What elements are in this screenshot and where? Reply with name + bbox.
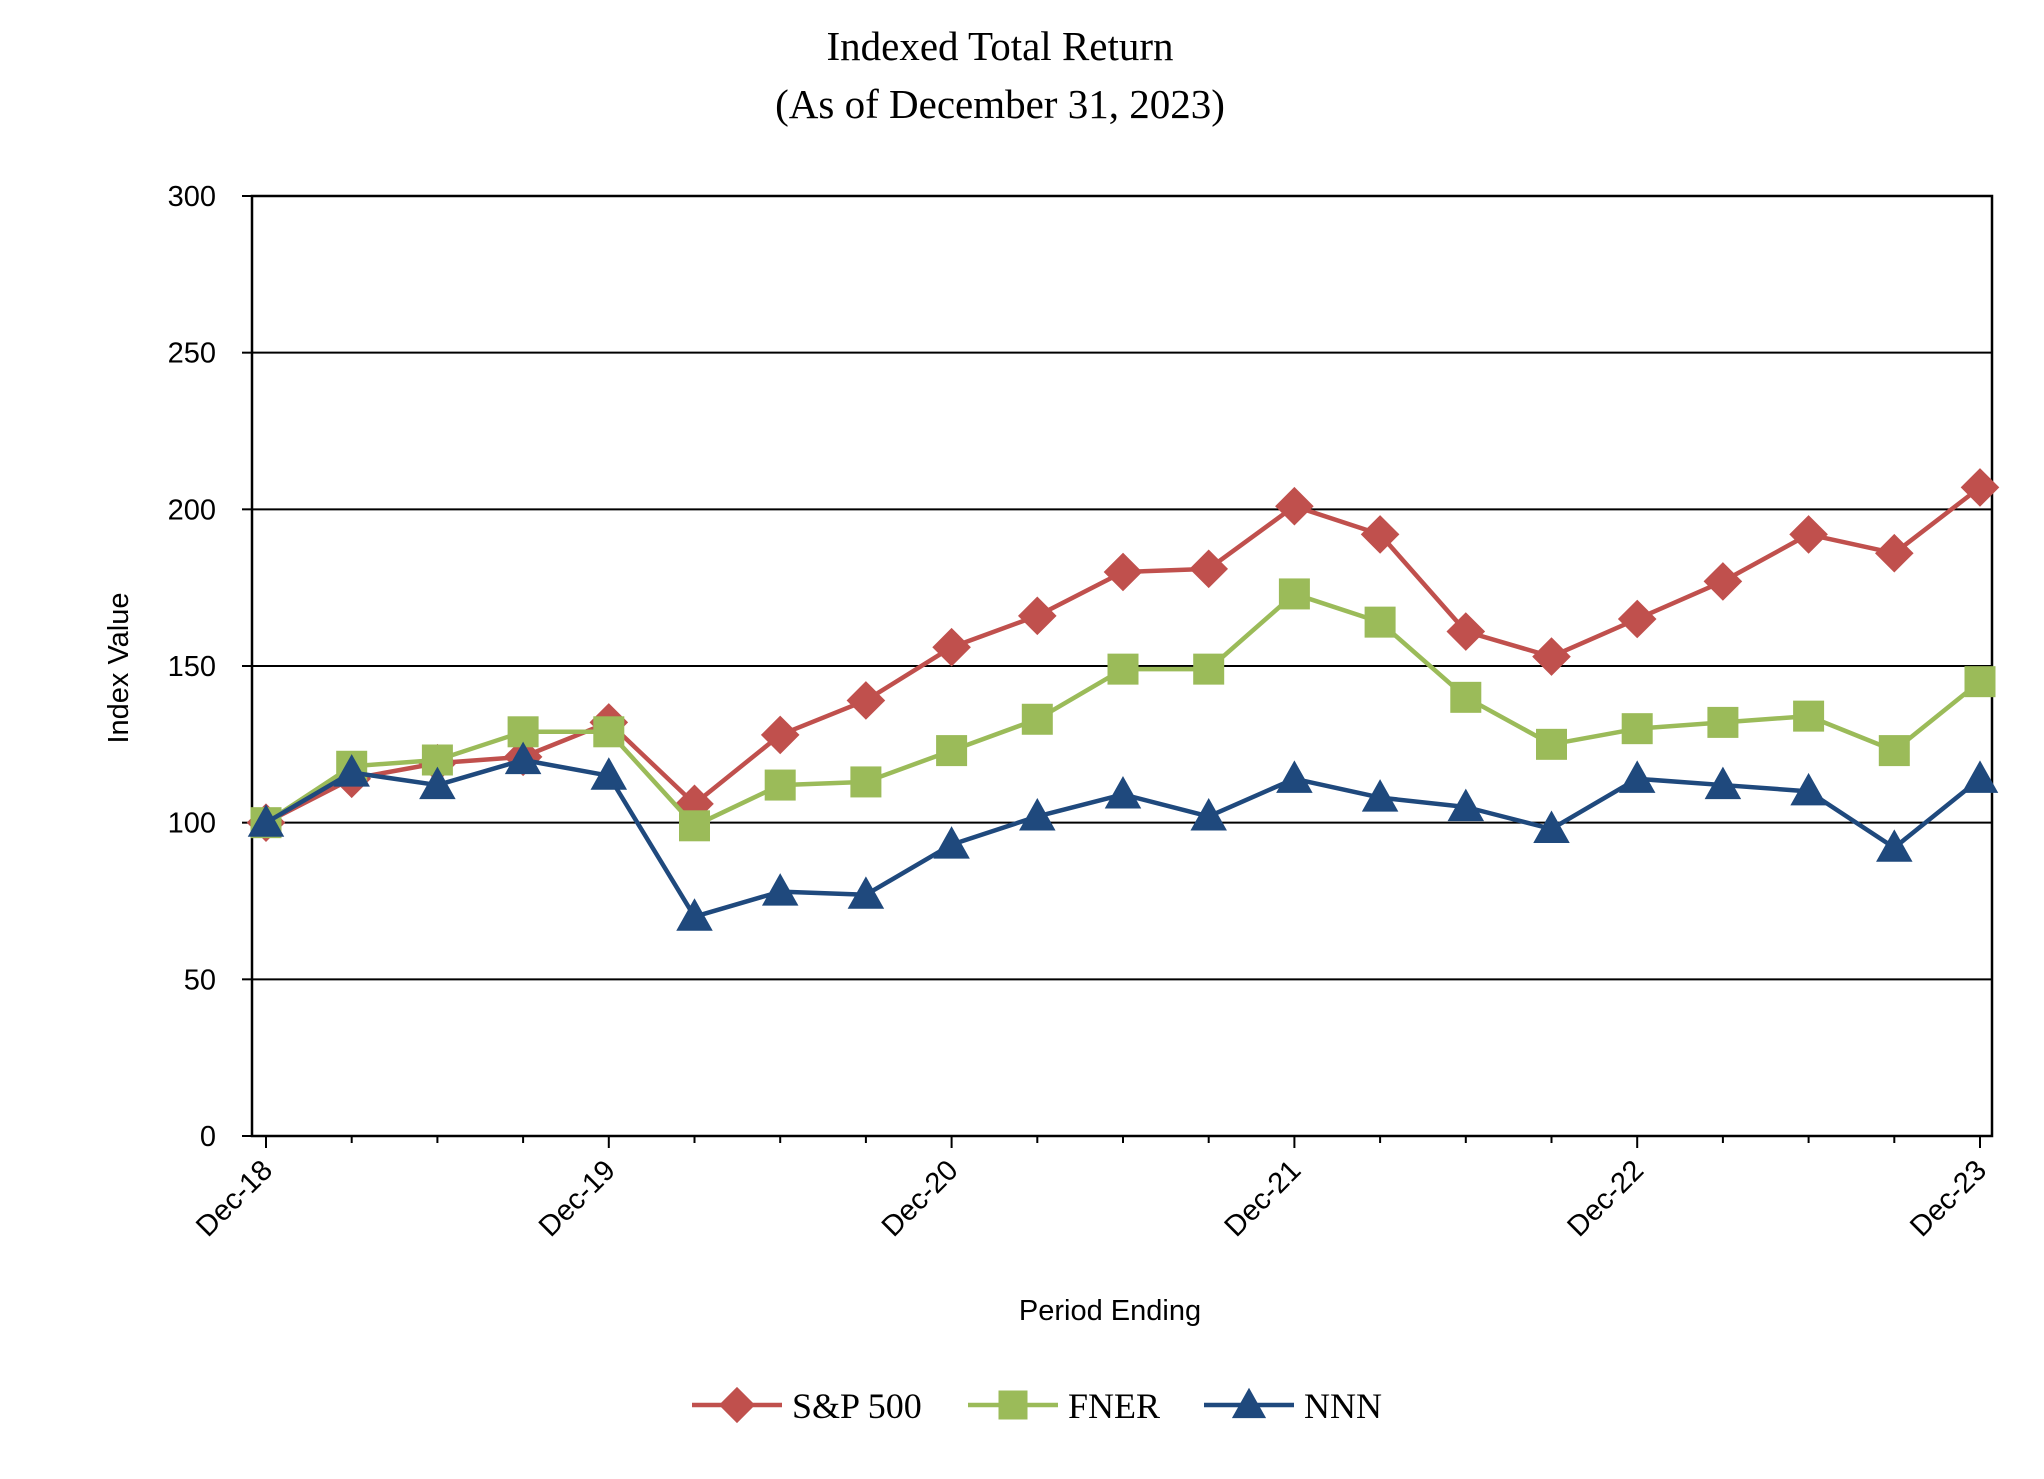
- data-point-s-p-500: [1446, 612, 1486, 651]
- x-tick-label: Dec-19: [533, 1154, 622, 1243]
- legend-label: S&P 500: [792, 1386, 922, 1426]
- data-point-fner: [1278, 578, 1310, 610]
- y-tick-label: 100: [168, 808, 216, 840]
- data-point-fner: [936, 735, 968, 767]
- data-point-fner: [1964, 666, 1996, 698]
- data-point-fner: [593, 716, 625, 748]
- data-point-nnn: [847, 876, 885, 909]
- data-point-fner: [764, 769, 796, 801]
- data-point-s-p-500: [1789, 515, 1828, 554]
- data-point-s-p-500: [1960, 468, 2000, 507]
- legend: S&P 500 FNER NNN: [692, 1386, 1382, 1426]
- data-point-nnn: [419, 766, 456, 800]
- data-point-nnn: [1704, 766, 1742, 800]
- data-point-s-p-500: [1017, 596, 1057, 636]
- data-point-nnn: [504, 741, 542, 775]
- data-point-fner: [1450, 681, 1482, 713]
- plot-area: [250, 194, 1994, 1138]
- data-point-s-p-500: [846, 681, 886, 720]
- data-point-nnn: [590, 757, 628, 790]
- data-point-nnn: [1447, 788, 1485, 822]
- y-tick-label: 0: [200, 1121, 216, 1153]
- data-point-nnn: [333, 754, 370, 787]
- y-tick-label: 300: [168, 181, 216, 213]
- data-point-nnn: [1190, 797, 1227, 831]
- data-point-fner: [1878, 735, 1910, 767]
- x-tick-label: Dec-23: [1904, 1154, 1993, 1243]
- data-point-s-p-500: [1703, 562, 1743, 601]
- series-fner: [250, 578, 1996, 842]
- data-point-nnn: [1961, 760, 1999, 793]
- data-point-nnn: [1019, 797, 1056, 831]
- data-point-nnn: [1276, 760, 1313, 793]
- x-tick-label: Dec-22: [1561, 1154, 1650, 1243]
- chart-title: Indexed Total Return: [826, 23, 1173, 69]
- data-point-fner: [850, 766, 882, 798]
- y-axis-label: Index Value: [103, 592, 135, 743]
- data-point-fner: [421, 744, 453, 776]
- data-point-fner: [1793, 700, 1825, 732]
- data-point-nnn: [676, 898, 713, 931]
- data-point-s-p-500: [1617, 599, 1657, 639]
- x-axis: Dec-18 Dec-19 Dec-20 Dec-21 Dec-22 Dec-23: [190, 1136, 1993, 1243]
- y-tick-label: 50: [184, 964, 216, 996]
- data-point-s-p-500: [1874, 533, 1914, 573]
- y-tick-label: 150: [168, 651, 216, 683]
- series-group: [246, 468, 2000, 931]
- data-point-nnn: [1361, 779, 1399, 812]
- y-tick-label: 200: [168, 494, 216, 526]
- chart-subtitle: (As of December 31, 2023): [775, 81, 1225, 127]
- legend-marker: [998, 1390, 1028, 1420]
- data-point-fner: [1621, 713, 1653, 745]
- data-point-nnn: [933, 826, 970, 859]
- data-point-s-p-500: [1275, 486, 1314, 526]
- data-point-s-p-500: [760, 715, 800, 755]
- legend-item-nnn: NNN: [1204, 1386, 1382, 1426]
- legend-label: NNN: [1304, 1386, 1382, 1426]
- data-point-nnn: [1104, 776, 1142, 809]
- data-point-fner: [1364, 606, 1396, 638]
- data-point-s-p-500: [1532, 637, 1571, 676]
- data-point-fner: [1021, 703, 1053, 735]
- legend-item-fner: FNER: [968, 1386, 1160, 1426]
- data-point-fner: [1107, 653, 1139, 685]
- data-point-s-p-500: [1103, 552, 1143, 592]
- data-point-fner: [1193, 653, 1225, 685]
- data-point-fner: [1536, 728, 1567, 760]
- data-point-nnn: [1618, 760, 1656, 793]
- data-point-s-p-500: [932, 627, 971, 667]
- legend-label: FNER: [1068, 1386, 1160, 1426]
- legend-item-s-p-500: S&P 500: [692, 1386, 922, 1426]
- data-point-nnn: [247, 804, 285, 837]
- data-point-nnn: [1790, 772, 1827, 806]
- data-point-fner: [679, 810, 710, 842]
- data-point-nnn: [1533, 810, 1570, 844]
- data-point-nnn: [1876, 829, 1913, 862]
- series-nnn: [247, 741, 1999, 931]
- data-point-nnn: [761, 873, 799, 906]
- legend-marker: [1231, 1387, 1267, 1419]
- y-axis: 0 50 100 150 200 250 300: [168, 181, 252, 1153]
- x-tick-label: Dec-20: [876, 1154, 965, 1243]
- data-point-s-p-500: [1360, 515, 1400, 554]
- legend-marker: [718, 1386, 756, 1424]
- data-point-s-p-500: [1189, 549, 1229, 589]
- x-tick-label: Dec-18: [190, 1154, 279, 1243]
- x-tick-label: Dec-21: [1219, 1154, 1308, 1243]
- y-tick-label: 250: [168, 338, 216, 370]
- x-axis-label: Period Ending: [1019, 1295, 1201, 1327]
- data-point-fner: [1707, 706, 1739, 738]
